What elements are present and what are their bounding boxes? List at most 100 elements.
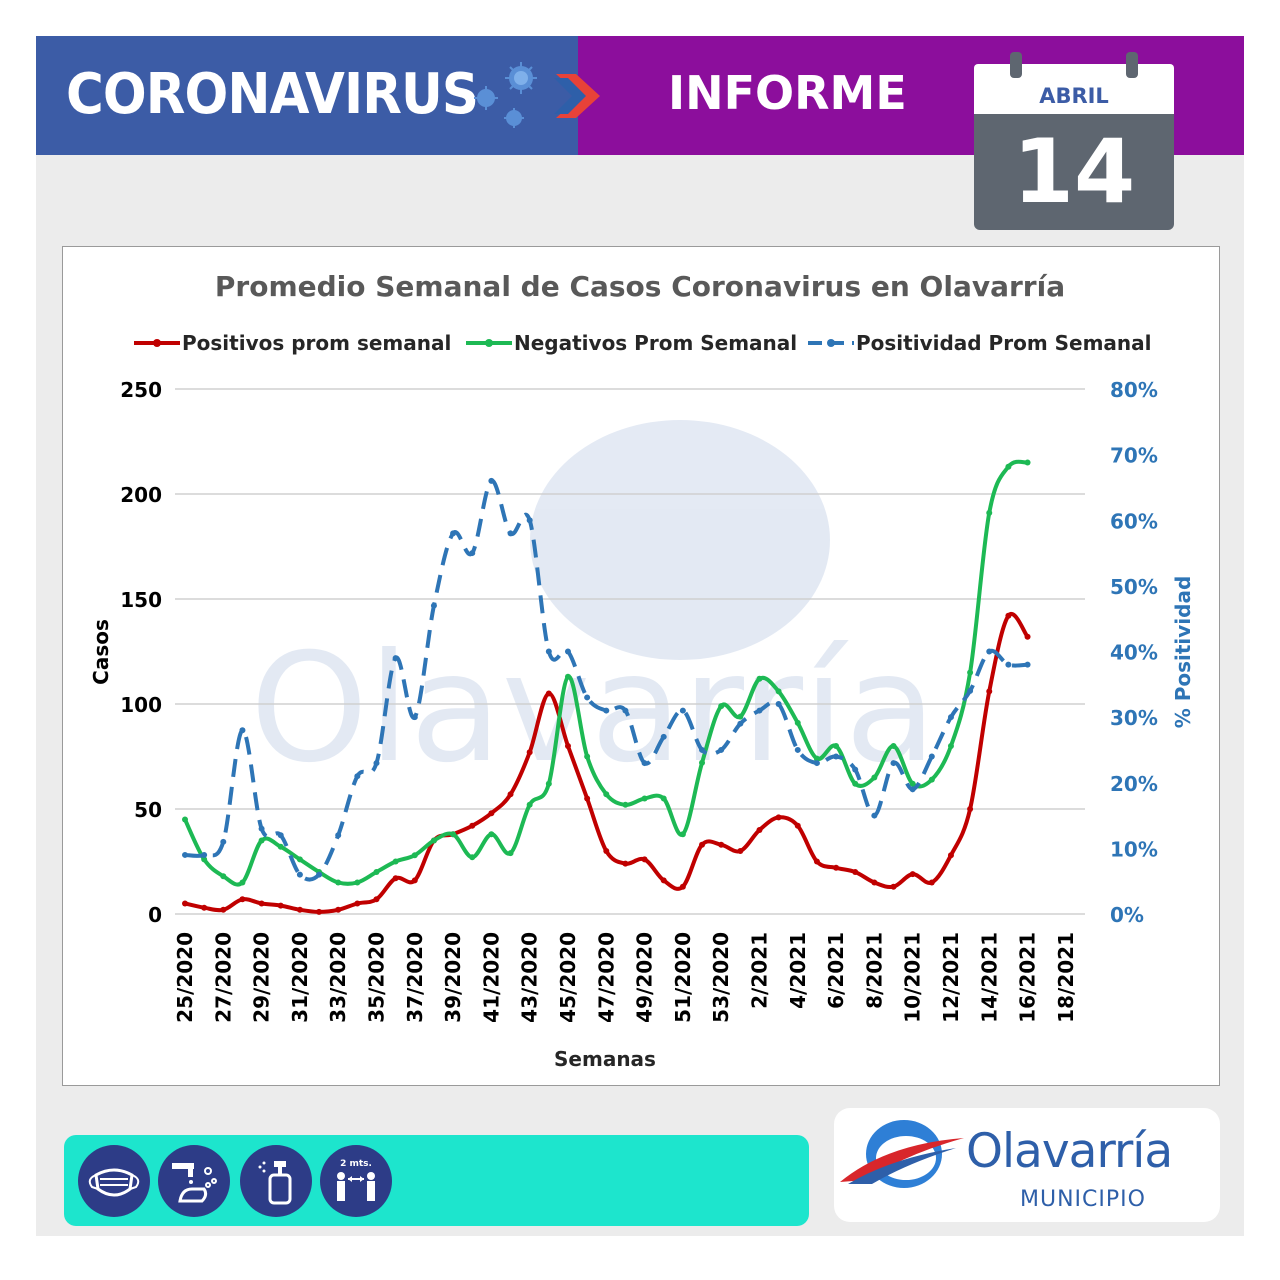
data-point <box>239 896 246 903</box>
x-tick-label: 43/2020 <box>518 932 542 1023</box>
logo-subtitle: MUNICIPIO <box>1020 1187 1146 1212</box>
data-point <box>890 760 897 767</box>
data-point <box>660 795 667 802</box>
data-point <box>182 851 188 858</box>
calendar-month: ABRIL <box>1039 84 1109 108</box>
data-point <box>679 883 686 890</box>
data-point <box>641 856 648 863</box>
data-point <box>699 759 706 766</box>
data-point <box>258 825 265 832</box>
x-axis-label: Semanas <box>554 1047 656 1071</box>
data-point <box>545 690 552 697</box>
hand-washing-icon <box>158 1145 230 1217</box>
data-point <box>1005 661 1012 668</box>
data-point <box>526 517 533 524</box>
data-point <box>928 776 935 783</box>
data-point <box>718 841 725 848</box>
chart-title: Promedio Semanal de Casos Coronavirus en… <box>215 270 1065 303</box>
data-point <box>430 837 437 844</box>
data-point <box>986 509 993 516</box>
x-tick-label: 8/2021 <box>862 932 886 1009</box>
data-point <box>756 675 763 682</box>
data-point <box>603 848 610 854</box>
data-point <box>354 879 361 886</box>
data-point <box>986 688 993 695</box>
data-point <box>201 851 208 858</box>
legend-negativos: Negativos Prom Semanal <box>514 331 797 355</box>
y2-tick-label: 60% <box>1110 509 1158 533</box>
data-point <box>507 791 514 798</box>
data-point <box>469 854 476 861</box>
y-tick-label: 0 <box>148 903 162 927</box>
data-point <box>737 713 744 720</box>
data-point <box>277 843 284 850</box>
data-point <box>947 714 954 721</box>
x-tick-label: 10/2021 <box>901 932 925 1023</box>
data-point <box>1024 633 1031 640</box>
data-point <box>909 780 916 787</box>
y-tick-label: 150 <box>120 588 162 612</box>
data-point <box>1005 463 1012 470</box>
data-point <box>411 877 418 884</box>
data-point <box>890 883 897 890</box>
data-point <box>699 841 706 848</box>
data-point <box>411 714 418 721</box>
y-tick-label: 200 <box>120 483 162 507</box>
data-point <box>258 837 265 844</box>
x-tick-label: 27/2020 <box>211 932 235 1023</box>
data-point <box>220 873 227 880</box>
x-tick-label: 33/2020 <box>326 932 350 1023</box>
chevron-right-icon <box>554 74 600 118</box>
data-point <box>622 860 629 867</box>
data-point <box>545 648 552 655</box>
data-point <box>967 806 974 812</box>
x-tick-label: 53/2020 <box>709 932 733 1023</box>
x-tick-label: 41/2020 <box>479 932 503 1023</box>
data-point <box>335 906 342 913</box>
x-tick-label: 45/2020 <box>556 932 580 1023</box>
data-point <box>545 780 552 787</box>
y-axis-right: 0% 10% 20% 30% 40% 50% 60% 70% 80% <box>1110 378 1158 927</box>
x-tick-label: 2/2021 <box>747 932 771 1009</box>
data-point <box>1024 459 1031 466</box>
y2-tick-label: 0% <box>1110 903 1144 927</box>
chart-legend: Positivos prom semanal Negativos Prom Se… <box>134 331 1152 355</box>
y2-tick-label: 30% <box>1110 706 1158 730</box>
data-point <box>258 900 265 907</box>
legend-positivos: Positivos prom semanal <box>182 331 451 355</box>
data-point <box>794 719 801 726</box>
data-point <box>201 856 208 863</box>
data-point <box>775 701 782 707</box>
data-point <box>603 707 610 714</box>
data-point <box>450 530 457 537</box>
data-point <box>947 852 954 859</box>
sanitizer-spray-icon <box>240 1145 312 1217</box>
data-point <box>1005 612 1012 619</box>
data-point <box>392 875 399 882</box>
data-point <box>354 773 361 780</box>
y2-tick-label: 50% <box>1110 575 1158 599</box>
data-point <box>794 822 801 829</box>
data-point <box>392 858 399 865</box>
data-point <box>220 906 227 913</box>
data-point <box>564 743 571 749</box>
data-point <box>775 688 782 695</box>
x-tick-label: 51/2020 <box>671 932 695 1023</box>
y-tick-label: 50 <box>134 798 162 822</box>
data-point <box>277 902 284 909</box>
data-point <box>871 879 878 886</box>
data-point <box>718 703 725 710</box>
data-point <box>584 753 591 760</box>
data-point <box>813 755 820 762</box>
virus-icon <box>474 62 537 128</box>
mask-icon <box>78 1145 150 1217</box>
header-title-coronavirus: CORONAVIRUS <box>66 62 479 127</box>
y2-tick-label: 80% <box>1110 378 1158 402</box>
data-point <box>507 530 514 537</box>
data-point <box>239 879 246 886</box>
data-point <box>296 906 303 913</box>
data-point <box>660 877 667 884</box>
calendar-ring-right <box>1126 52 1138 78</box>
x-tick-label: 35/2020 <box>364 932 388 1023</box>
x-tick-label: 37/2020 <box>403 932 427 1023</box>
